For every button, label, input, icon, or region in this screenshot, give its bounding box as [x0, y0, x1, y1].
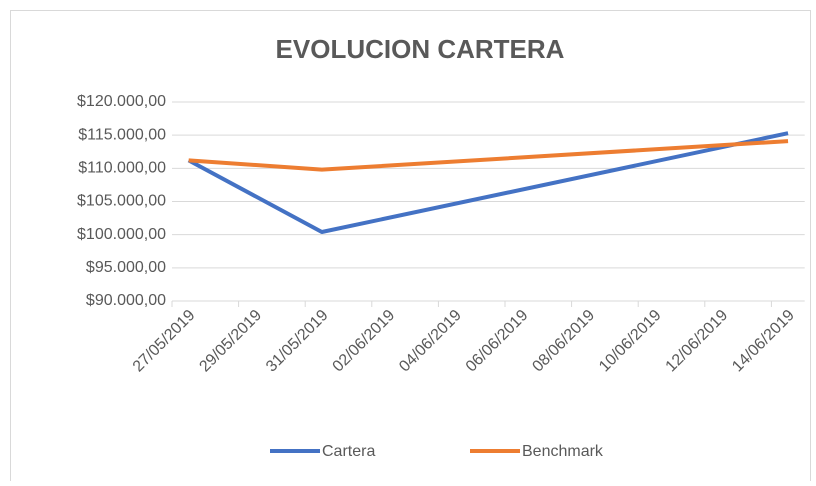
- y-tick-label: $120.000,00: [77, 93, 166, 110]
- chart-border: [10, 10, 811, 486]
- y-tick-label: $115.000,00: [78, 126, 166, 143]
- chart-title: EVOLUCION CARTERA: [276, 34, 565, 64]
- y-tick-label: $90.000,00: [86, 292, 166, 309]
- series-line: [187, 131, 789, 235]
- legend-label: Benchmark: [522, 443, 604, 460]
- y-tick-label: $100.000,00: [77, 226, 166, 243]
- y-tick-label: $95.000,00: [86, 259, 166, 276]
- legend-label: Cartera: [322, 443, 375, 460]
- series-line: [188, 139, 789, 172]
- y-tick-label: $105.000,00: [77, 193, 166, 210]
- y-tick-label: $110.000,00: [78, 160, 166, 177]
